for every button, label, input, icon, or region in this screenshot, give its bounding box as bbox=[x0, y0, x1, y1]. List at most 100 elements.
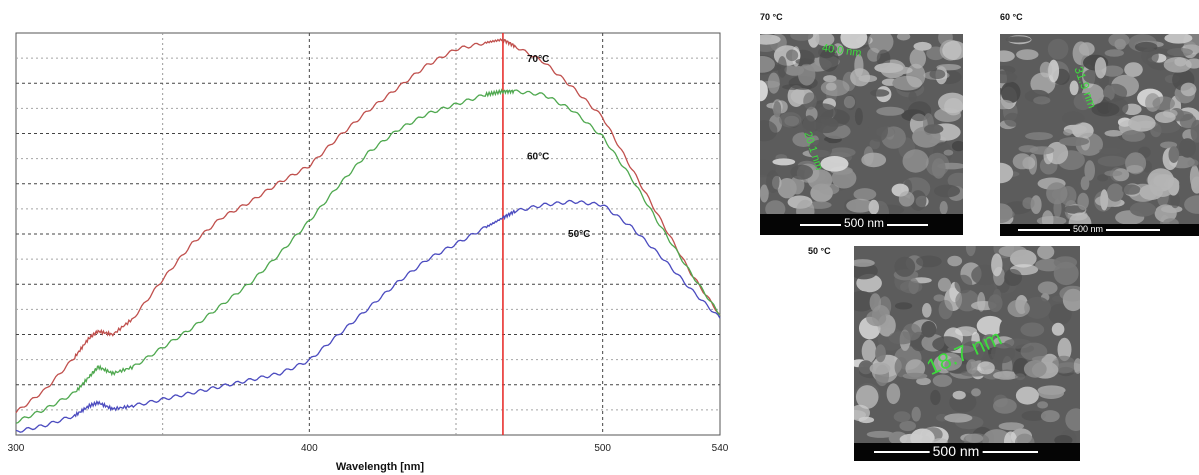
sem-grain bbox=[937, 277, 952, 292]
sem-grain bbox=[1053, 261, 1079, 286]
sem-grain bbox=[955, 326, 978, 337]
sem-grain bbox=[921, 321, 937, 338]
sem-grain bbox=[843, 95, 856, 109]
sem-grain bbox=[1030, 72, 1056, 95]
sem-grain bbox=[874, 62, 904, 73]
sem-grain bbox=[766, 170, 780, 194]
sem-grain bbox=[1029, 146, 1055, 155]
sem-grain bbox=[861, 339, 877, 363]
sem-grain bbox=[798, 63, 816, 86]
sem-grain bbox=[1125, 152, 1147, 175]
x-tick-label-500: 500 bbox=[594, 443, 611, 454]
sem-grain bbox=[1101, 65, 1124, 77]
sem-grain bbox=[937, 352, 963, 371]
sem-grain bbox=[1051, 322, 1065, 336]
sem-scalebar-50: 500 nm bbox=[854, 443, 1080, 461]
chart-grid bbox=[16, 33, 720, 435]
sem-caption-70: 70 °C bbox=[760, 12, 783, 22]
sem-grain bbox=[916, 255, 942, 268]
sem-grain bbox=[1037, 401, 1049, 409]
sem-grain bbox=[1163, 218, 1179, 224]
sem-grain bbox=[1077, 192, 1089, 211]
sem-grain bbox=[966, 359, 978, 375]
sem-grain bbox=[828, 147, 856, 158]
sem-caption-50: 50 °C bbox=[808, 246, 831, 256]
sem-grain bbox=[825, 82, 837, 91]
sem-grain bbox=[868, 119, 888, 142]
sem-grain bbox=[916, 377, 931, 386]
sem-grain bbox=[911, 406, 921, 422]
sem-grain bbox=[1180, 82, 1197, 97]
sem-grain bbox=[1033, 96, 1051, 105]
sem-grain bbox=[1016, 49, 1039, 60]
sem-grain bbox=[1167, 47, 1193, 57]
sem-grain bbox=[1073, 358, 1080, 374]
sem-grain bbox=[1065, 408, 1080, 431]
sem-grain bbox=[779, 112, 802, 128]
sem-grain bbox=[932, 336, 962, 352]
sem-grain bbox=[1187, 159, 1199, 167]
sem-grain bbox=[976, 315, 1004, 336]
sem-grain bbox=[772, 158, 796, 166]
series-line-50 bbox=[15, 199, 721, 433]
sem-grain bbox=[944, 98, 963, 116]
series-label-60: 60°C bbox=[527, 151, 549, 162]
sem-grain bbox=[1103, 83, 1128, 102]
sem-grain bbox=[765, 200, 786, 214]
sem-grain bbox=[876, 106, 905, 116]
sem-grain bbox=[1057, 337, 1072, 362]
sem-grain bbox=[1022, 197, 1035, 210]
sem-scalebar-70: 500 nm bbox=[760, 214, 963, 235]
sem-grain bbox=[902, 372, 928, 380]
sem-grain bbox=[993, 398, 1017, 414]
sem-grain bbox=[1040, 410, 1060, 423]
sem-grain bbox=[1121, 130, 1146, 142]
sem-grain bbox=[943, 149, 954, 156]
sem-grain bbox=[1037, 281, 1058, 295]
sem-grain bbox=[999, 320, 1009, 340]
sem-grain bbox=[786, 49, 799, 62]
sem-grain bbox=[1190, 119, 1199, 143]
sem-grain bbox=[894, 256, 916, 277]
sem-grain bbox=[1005, 36, 1031, 43]
sem-grain bbox=[795, 58, 815, 65]
sem-grain bbox=[1139, 184, 1163, 200]
sem-grain bbox=[971, 388, 981, 397]
sem-grain bbox=[869, 362, 891, 375]
sem-grain bbox=[858, 416, 875, 424]
sem-grain bbox=[906, 63, 926, 88]
sem-grain bbox=[1141, 47, 1159, 65]
sem-grain bbox=[858, 360, 874, 375]
sem-grain bbox=[1114, 38, 1126, 50]
sem-grain bbox=[1000, 70, 1018, 84]
sem-grain bbox=[993, 371, 1019, 380]
sem-grain bbox=[1012, 153, 1032, 170]
sem-grain bbox=[854, 259, 875, 267]
chart-series-group bbox=[15, 37, 721, 433]
sem-grain bbox=[1152, 96, 1175, 111]
sem-grain bbox=[924, 124, 944, 134]
sem-grain bbox=[982, 429, 1012, 443]
sem-grain bbox=[894, 302, 913, 310]
sem-grain bbox=[1021, 410, 1046, 421]
sem-grain bbox=[866, 310, 887, 327]
sem-image-60: 31.9 nm 500 nm bbox=[1000, 34, 1199, 236]
absorbance-chart: 70°C 60°C 50°C 300 400 500 540 Wavelength [nm… bbox=[8, 32, 729, 473]
sem-grain bbox=[1020, 342, 1048, 361]
sem-grain bbox=[977, 292, 986, 312]
sem-caption-60: 60 °C bbox=[1000, 12, 1023, 22]
sem-grain bbox=[1014, 373, 1026, 381]
sem-grain bbox=[1054, 435, 1073, 443]
sem-grain bbox=[869, 293, 881, 312]
sem-grain bbox=[818, 183, 840, 195]
sem-grain bbox=[1046, 182, 1068, 205]
sem-grain bbox=[1014, 433, 1035, 443]
sem-scalebar-60: 500 nm bbox=[1000, 224, 1199, 236]
sem-grain bbox=[1084, 160, 1095, 181]
sem-grain bbox=[1041, 210, 1054, 224]
sem-grain bbox=[1037, 246, 1055, 260]
series-line-60 bbox=[15, 88, 721, 424]
sem-grain bbox=[929, 69, 946, 79]
sem-grain bbox=[1161, 205, 1183, 213]
sem-grain bbox=[868, 34, 894, 54]
